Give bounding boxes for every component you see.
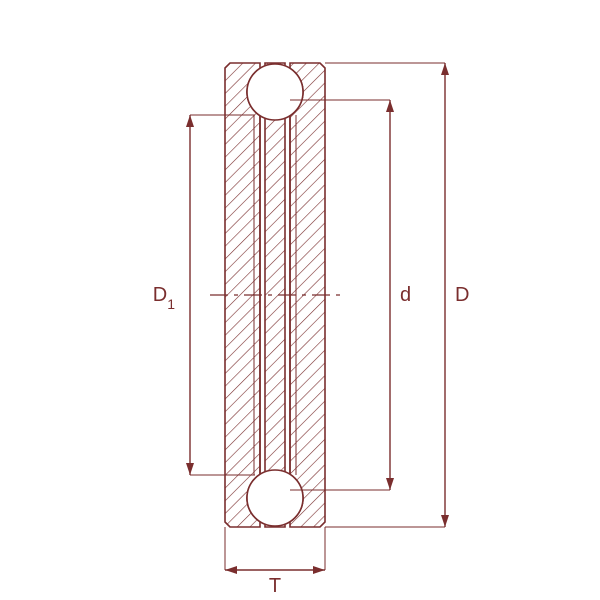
bearing-diagram: D1 d D T (0, 0, 600, 600)
svg-text:D: D (455, 284, 469, 306)
svg-text:d: d (400, 284, 411, 306)
svg-text:T: T (269, 575, 281, 597)
dimension-T: T (225, 527, 325, 597)
diagram-svg: D1 d D T (0, 0, 600, 600)
dimension-D: D (325, 63, 469, 527)
ball-bottom (247, 470, 303, 526)
ball-top (247, 64, 303, 120)
label-D1: D1 (153, 284, 175, 312)
